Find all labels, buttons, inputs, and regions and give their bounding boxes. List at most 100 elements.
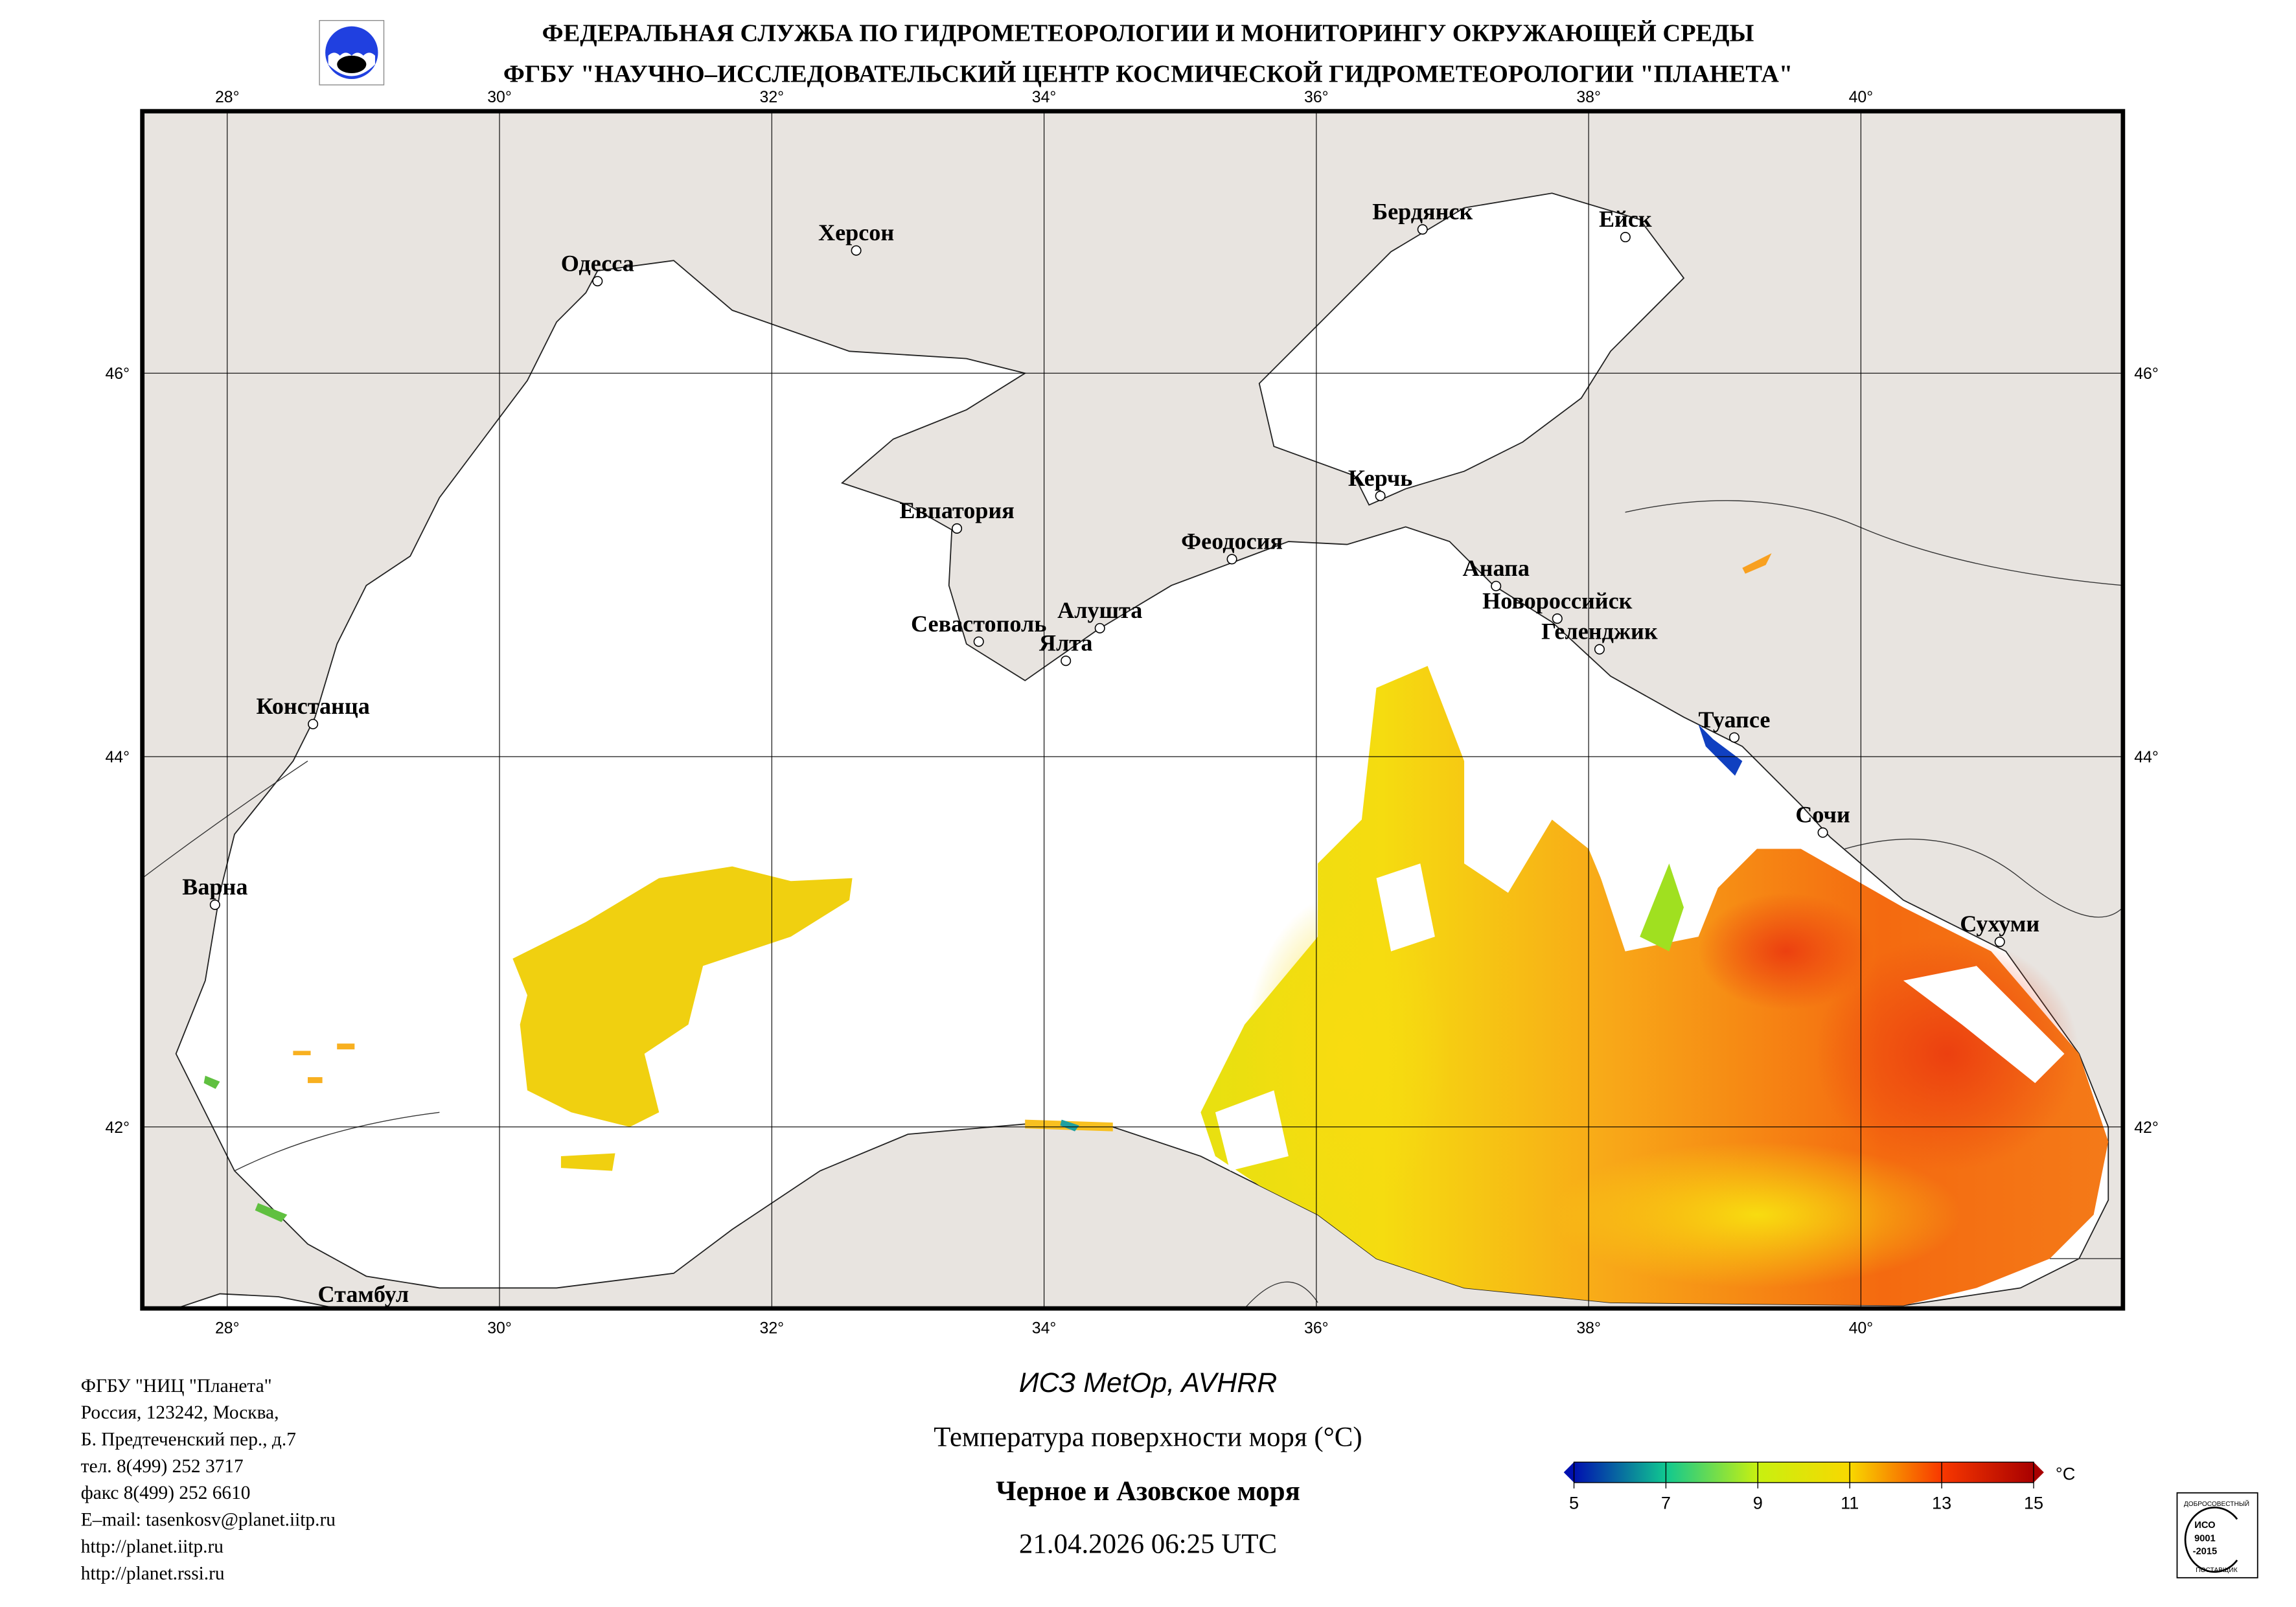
- lat-tick-label-right: 42°: [2134, 1119, 2159, 1137]
- datetime-label: 21.04.2026 06:25 UTC: [1019, 1529, 1277, 1559]
- colorbar-min-arrow: [1563, 1462, 1574, 1483]
- lon-tick-label-bottom: 32°: [760, 1319, 785, 1337]
- city-marker: Констанца: [256, 693, 370, 729]
- lon-tick-label-top: 40°: [1849, 89, 1874, 106]
- city-marker: Сочи: [1795, 802, 1850, 838]
- city-dot-icon: [1994, 937, 2005, 948]
- city-marker: Новороссийск: [1482, 587, 1633, 624]
- colorbar-unit: °C: [2056, 1463, 2075, 1483]
- city-marker: Геленджик: [1541, 619, 1658, 655]
- colorbar-tick-label: 11: [1841, 1493, 1859, 1513]
- contact-info: ФГБУ "НИЦ "Планета" Россия, 123242, Москв…: [81, 1376, 336, 1584]
- sea-of-marmara: [176, 1293, 338, 1309]
- lon-tick-label-bottom: 40°: [1849, 1319, 1874, 1337]
- sea-of-azov: [1258, 192, 1685, 506]
- map-area: Одесса Херсон Бердянск Ейск Евпатория Керчь Фе…: [142, 111, 2123, 1309]
- city-marker: Варна: [182, 874, 247, 910]
- city-label: Стамбул: [318, 1281, 409, 1307]
- city-marker: Ялта: [1039, 630, 1093, 667]
- lon-tick-label-top: 36°: [1304, 89, 1329, 106]
- city-dot-icon: [1061, 655, 1072, 667]
- city-dot-icon: [1375, 490, 1386, 501]
- svg-text:-2015: -2015: [2193, 1547, 2218, 1557]
- contact-line: ФГБУ "НИЦ "Планета": [81, 1376, 272, 1396]
- city-label: Ялта: [1039, 630, 1093, 655]
- svg-text:9001: 9001: [2194, 1533, 2216, 1544]
- header-center: ФГБУ "НАУЧНО–ИССЛЕДОВАТЕЛЬСКИЙ ЦЕНТР КОС…: [503, 61, 1793, 88]
- iso-9001-logo: ДОБРОСОВЕСТНЫЙ ИСО 9001 -2015 ПОСТАВЩИК: [2176, 1492, 2258, 1579]
- sst-field: [203, 553, 2109, 1306]
- agency-logo: [319, 19, 385, 85]
- contact-line: факс 8(499) 252 6610: [81, 1483, 251, 1503]
- city-label: Туапсе: [1699, 707, 1771, 733]
- city-dot-icon: [1417, 224, 1428, 235]
- sst-west-patch: [512, 866, 853, 1127]
- city-label: Новороссийск: [1482, 587, 1633, 613]
- city-dot-icon: [973, 636, 984, 647]
- header-agency: ФЕДЕРАЛЬНАЯ СЛУЖБА ПО ГИДРОМЕТЕОРОЛОГИИ …: [542, 19, 1754, 47]
- city-marker: Бердянск: [1372, 198, 1473, 235]
- city-label: Варна: [182, 874, 247, 900]
- city-label: Евпатория: [899, 497, 1014, 523]
- lon-tick-label-bottom: 28°: [215, 1319, 240, 1337]
- colorbar-tick-label: 13: [1932, 1493, 1951, 1513]
- graticule: [142, 111, 2123, 1309]
- contact-line: E–mail: tasenkosv@planet.iitp.ru: [81, 1510, 336, 1531]
- colorbar-gradient: [1573, 1461, 2034, 1483]
- contact-line: тел. 8(499) 252 3717: [81, 1456, 244, 1477]
- city-marker: Ейск: [1599, 206, 1652, 243]
- city-label: Одесса: [561, 250, 634, 276]
- city-marker: Одесса: [561, 250, 634, 287]
- lon-tick-label-top: 32°: [760, 89, 785, 106]
- lon-tick-label-bottom: 34°: [1032, 1319, 1057, 1337]
- svg-text:ПОСТАВЩИК: ПОСТАВЩИК: [2196, 1567, 2237, 1574]
- city-dot-icon: [592, 276, 603, 287]
- contact-line: Россия, 123242, Москва,: [81, 1402, 279, 1423]
- city-marker: Феодосия: [1181, 528, 1283, 565]
- colorbar-tick-label: 15: [2024, 1493, 2043, 1513]
- colorbar-max-arrow: [2034, 1462, 2044, 1483]
- city-dot-icon: [851, 245, 862, 256]
- satellite-label: ИСЗ MetOp, AVHRR: [1019, 1367, 1277, 1398]
- lon-tick-label-bottom: 30°: [487, 1319, 512, 1337]
- city-label: Сочи: [1795, 802, 1850, 828]
- contact-line: http://planet.iitp.ru: [81, 1536, 224, 1557]
- city-label: Бердянск: [1372, 198, 1473, 224]
- city-dot-icon: [1552, 613, 1563, 624]
- lat-tick-label-right: 44°: [2134, 749, 2159, 766]
- city-dot-icon: [1817, 827, 1828, 838]
- city-label: Севастополь: [911, 611, 1046, 637]
- lon-tick-label-bottom: 36°: [1304, 1319, 1329, 1337]
- city-dot-icon: [1094, 622, 1105, 633]
- map-frame: [140, 109, 2126, 1311]
- city-label: Алушта: [1057, 597, 1142, 623]
- city-label: Геленджик: [1541, 619, 1658, 644]
- city-dot-icon: [1728, 732, 1739, 743]
- city-dot-icon: [1226, 554, 1237, 565]
- city-marker: Туапсе: [1699, 707, 1771, 743]
- city-dot-icon: [209, 899, 220, 910]
- lon-tick-label-top: 30°: [487, 89, 512, 106]
- colorbar-tick-label: 7: [1661, 1493, 1671, 1513]
- city-marker: Керчь: [1348, 465, 1413, 501]
- city-marker: Сухуми: [1960, 911, 2039, 948]
- city-marker: Анапа: [1463, 555, 1530, 591]
- contact-line: http://planet.rssi.ru: [81, 1563, 225, 1584]
- city-label: Анапа: [1463, 555, 1530, 581]
- city-label: Сухуми: [1960, 911, 2039, 937]
- lat-tick-label-left: 46°: [105, 365, 130, 383]
- svg-text:ДОБРОСОВЕСТНЫЙ: ДОБРОСОВЕСТНЫЙ: [2184, 1499, 2249, 1508]
- city-dot-icon: [952, 523, 963, 534]
- colorbar: 5 7 9 11 13 15 °C: [1563, 1461, 2075, 1513]
- city-label: Керчь: [1348, 465, 1413, 491]
- city-dot-icon: [308, 718, 319, 729]
- product-label: Температура поверхности моря (°C): [934, 1422, 1362, 1452]
- city-label: Констанца: [256, 693, 369, 719]
- land-borders: [142, 500, 2123, 1309]
- city-dot-icon: [1594, 644, 1605, 655]
- city-label: Херсон: [818, 220, 894, 245]
- city-label: Феодосия: [1181, 528, 1283, 554]
- city-marker: Стамбул: [318, 1281, 409, 1309]
- city-marker: Херсон: [818, 220, 894, 256]
